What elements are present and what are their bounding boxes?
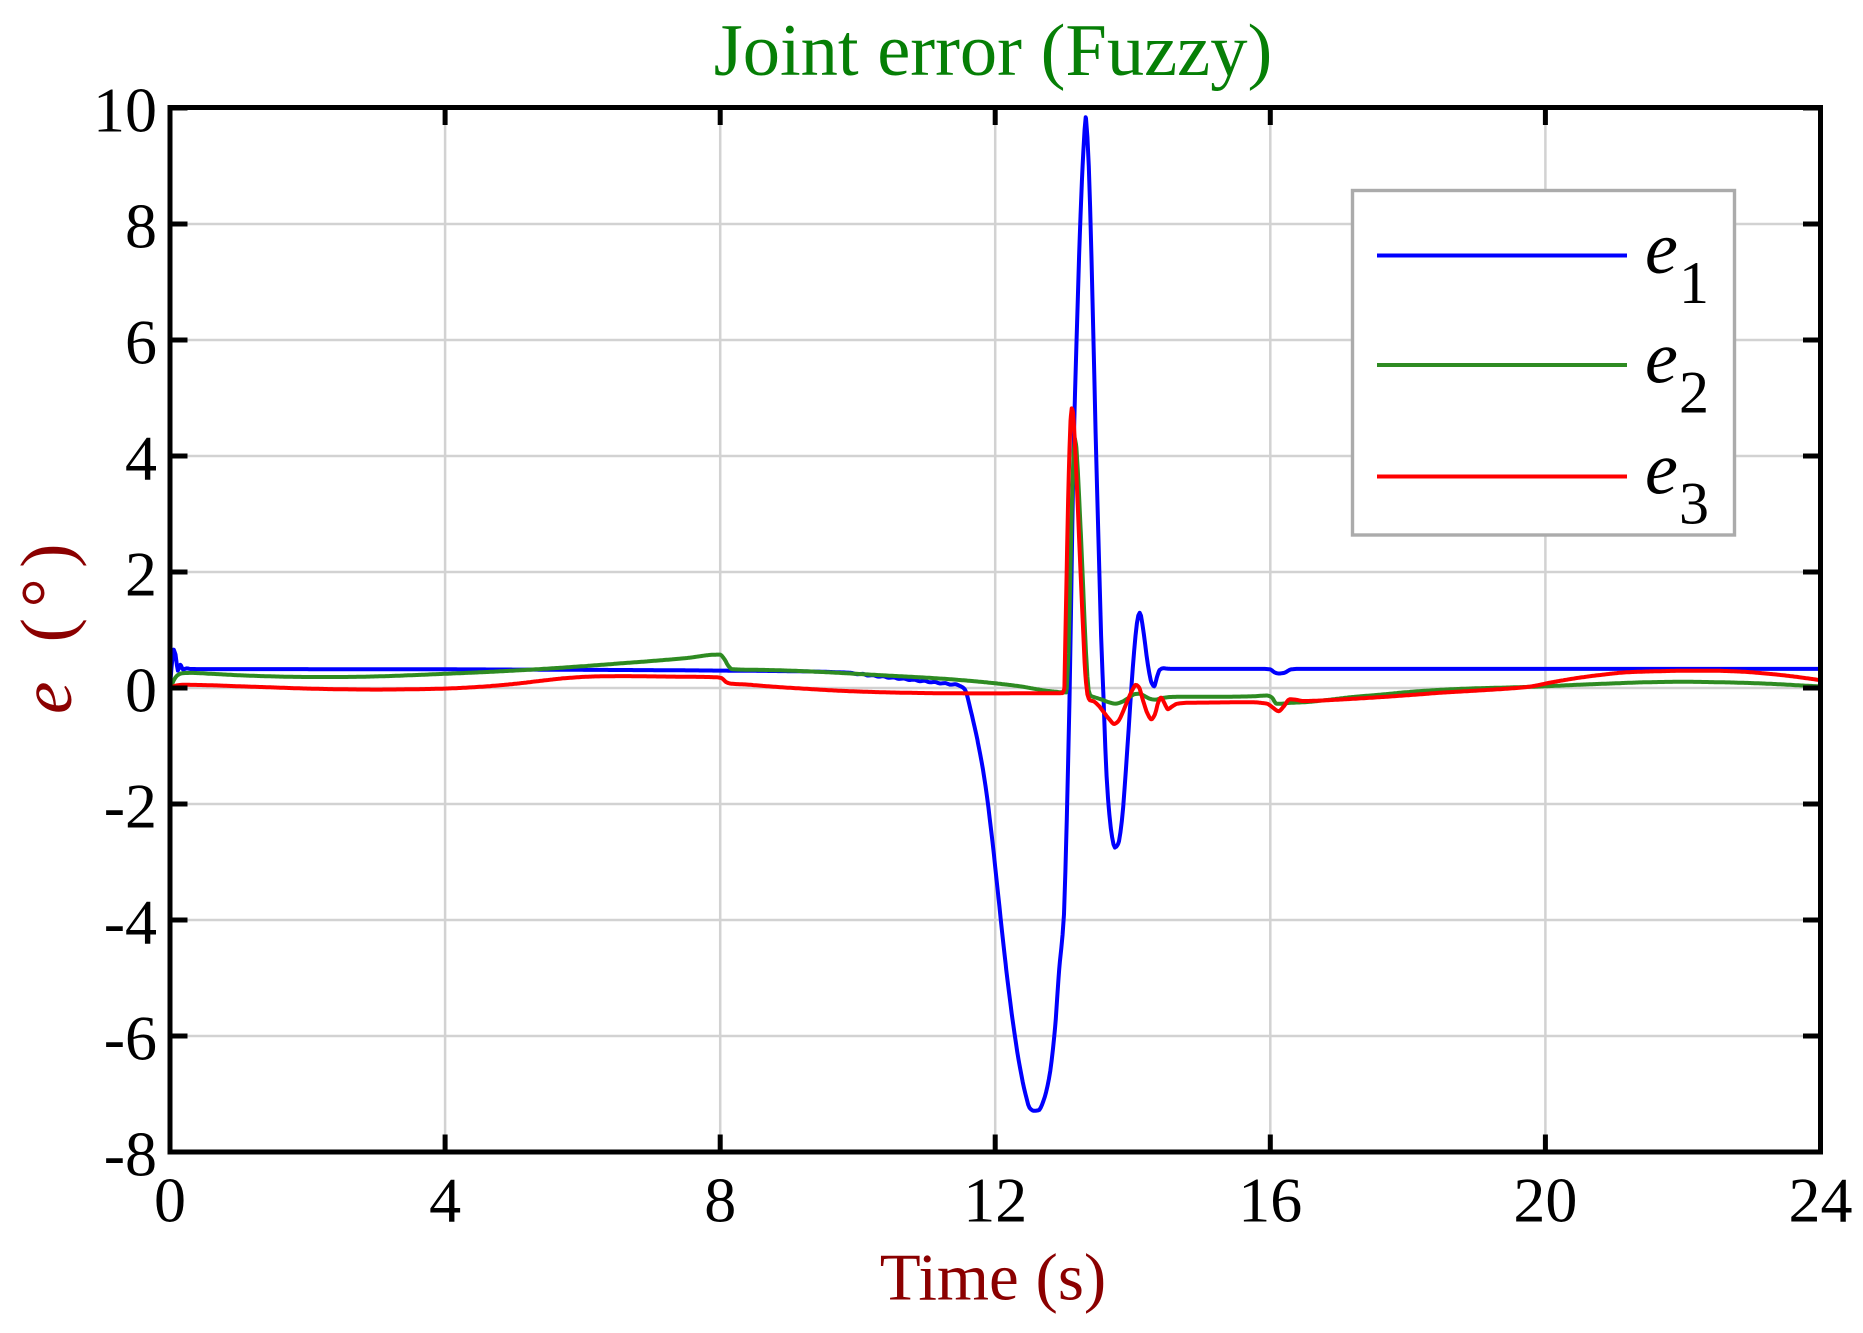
svg-text:10: 10 [93, 75, 157, 146]
svg-text:4: 4 [429, 1165, 461, 1236]
svg-text:24: 24 [1789, 1165, 1853, 1236]
svg-text:8: 8 [125, 191, 157, 262]
svg-text:4: 4 [125, 423, 157, 494]
svg-text:-2: -2 [104, 771, 157, 842]
svg-text:-4: -4 [104, 887, 157, 958]
svg-text:8: 8 [704, 1165, 736, 1236]
svg-text:-8: -8 [104, 1119, 157, 1190]
svg-text:6: 6 [125, 307, 157, 378]
svg-text:e: e [1645, 208, 1678, 290]
svg-text:2: 2 [1679, 360, 1709, 426]
svg-text:Joint error (Fuzzy): Joint error (Fuzzy) [714, 10, 1273, 92]
svg-text:Time (s): Time (s) [880, 1241, 1107, 1315]
svg-text:-6: -6 [104, 1003, 157, 1074]
svg-text:3: 3 [1679, 471, 1709, 537]
svg-text:12: 12 [963, 1165, 1027, 1236]
svg-text:16: 16 [1238, 1165, 1302, 1236]
svg-text:e: e [1645, 429, 1678, 511]
svg-text:e (°): e (°) [6, 533, 87, 714]
svg-text:2: 2 [125, 539, 157, 610]
svg-text:1: 1 [1679, 250, 1709, 316]
svg-text:20: 20 [1513, 1165, 1577, 1236]
svg-text:0: 0 [154, 1165, 186, 1236]
svg-text:0: 0 [125, 655, 157, 726]
svg-text:e: e [1645, 318, 1678, 400]
